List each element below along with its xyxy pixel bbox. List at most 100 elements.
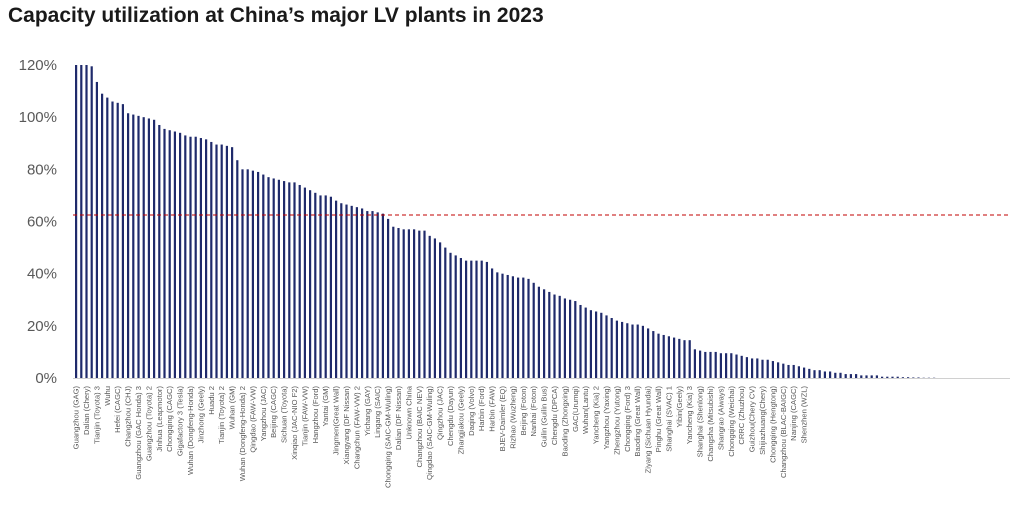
bar: [636, 324, 639, 378]
y-tick-label: 80%: [27, 161, 57, 178]
x-tick-label: Beijing (Foton): [519, 386, 528, 436]
bar: [168, 130, 171, 378]
x-tick-label: Rizhao (Wuzheng): [508, 386, 517, 449]
bar: [75, 65, 78, 378]
bar: [777, 362, 780, 378]
y-tick-label: 120%: [19, 57, 57, 74]
bar: [875, 375, 878, 378]
bar: [85, 65, 88, 378]
bar: [361, 208, 364, 378]
bar: [787, 364, 790, 378]
x-tick-label: Sichuan (Toyota): [280, 386, 289, 443]
bar: [506, 274, 509, 378]
bar: [428, 235, 431, 378]
bar: [667, 336, 670, 378]
bar: [641, 325, 644, 378]
bar: [730, 353, 733, 378]
x-tick-label: Jinhua (Leapmotor): [155, 386, 164, 452]
bar: [537, 286, 540, 378]
x-tick-label: Chengdu (Dayun): [446, 386, 455, 446]
bar: [340, 203, 343, 378]
bar: [761, 359, 764, 378]
x-tick-label: Changsha (Mitsubishi): [706, 386, 715, 462]
bar: [194, 136, 197, 378]
bar: [751, 358, 754, 378]
bar: [917, 377, 920, 378]
x-tick-label: Tianjin (Toyota) 2: [217, 386, 226, 444]
x-tick-label: Wuhan (Dongfeng-Honda) 2: [238, 386, 247, 481]
x-tick-label: Baoding (Great Wall): [633, 386, 642, 457]
bar: [277, 179, 280, 378]
bar: [485, 261, 488, 378]
bar: [647, 328, 650, 378]
x-tick-label: Chengdu (DPCA): [550, 386, 559, 446]
bar: [402, 229, 405, 378]
x-tick-label: Chongqing (Hengtong): [768, 386, 777, 463]
x-tick-label: Yancheng (Kia) 3: [685, 386, 694, 444]
bar: [293, 182, 296, 379]
x-tick-label: Shanghai (Shenlong): [696, 386, 705, 458]
bar: [350, 205, 353, 378]
bar: [631, 324, 634, 378]
bar: [673, 337, 676, 378]
bar: [527, 278, 530, 378]
bar: [387, 218, 390, 378]
bar: [345, 204, 348, 378]
bar: [480, 260, 483, 379]
bar: [298, 184, 301, 378]
x-tick-label: Hangzhou (Ford): [311, 386, 320, 444]
bar: [756, 358, 759, 378]
bar: [241, 169, 244, 378]
x-tick-label: Yancheng (Kia) 2: [592, 386, 601, 444]
bar: [740, 355, 743, 378]
bar: [189, 136, 192, 378]
bar: [735, 354, 738, 378]
bar: [371, 211, 374, 378]
bar: [563, 298, 566, 378]
bar: [210, 141, 213, 378]
y-tick-label: 100%: [19, 109, 57, 126]
bar: [595, 311, 598, 378]
bar: [262, 174, 265, 378]
bar: [314, 192, 317, 378]
x-tick-label: Yangzhou (Yaxing): [602, 386, 611, 450]
bar: [517, 277, 520, 378]
x-tick-label: Jinzhong (Geely): [196, 386, 205, 444]
x-tick-label: Gigafactory 3 (Tesla): [176, 386, 185, 457]
x-tick-label: Dalian (DF Nissan): [394, 386, 403, 451]
bar: [454, 255, 457, 378]
x-tick-label: Zhangjiakou (Geely): [456, 386, 465, 455]
bar: [579, 304, 582, 378]
bar: [907, 377, 910, 378]
bar: [860, 375, 863, 378]
bar: [225, 145, 228, 378]
bar: [366, 211, 369, 378]
x-tick-label: Guizhou(Chery CV): [748, 386, 757, 453]
x-tick-label: Jingmen(Great Wall): [332, 386, 341, 456]
x-tick-label: Pinghu (Great Wall): [654, 386, 663, 453]
x-tick-label: Dalian (Chery): [82, 386, 91, 435]
bar: [335, 200, 338, 378]
bar: [584, 307, 587, 378]
bar: [912, 377, 915, 378]
y-axis: 0% 20% 40% 60% 80% 100% 120%: [19, 57, 57, 387]
bar: [153, 119, 156, 378]
bar: [855, 374, 858, 378]
bar: [205, 139, 208, 378]
x-tick-label: Changzhou (BLAC-BAIGC): [779, 386, 788, 478]
bar: [319, 195, 322, 378]
bar: [600, 312, 603, 378]
bar: [615, 320, 618, 378]
x-tick-label: Huadu 2: [207, 386, 216, 415]
bar: [496, 272, 499, 378]
bar: [303, 187, 306, 378]
bar: [465, 260, 468, 379]
x-tick-label: Yangzhou (JAC): [259, 386, 268, 442]
bar: [407, 229, 410, 378]
bar: [246, 169, 249, 378]
bar: [803, 367, 806, 378]
y-tick-label: 20%: [27, 318, 57, 335]
x-tick-label: Yibin(Geely): [675, 386, 684, 428]
x-tick-label: Wuhu: [103, 386, 112, 406]
bar: [179, 132, 182, 378]
